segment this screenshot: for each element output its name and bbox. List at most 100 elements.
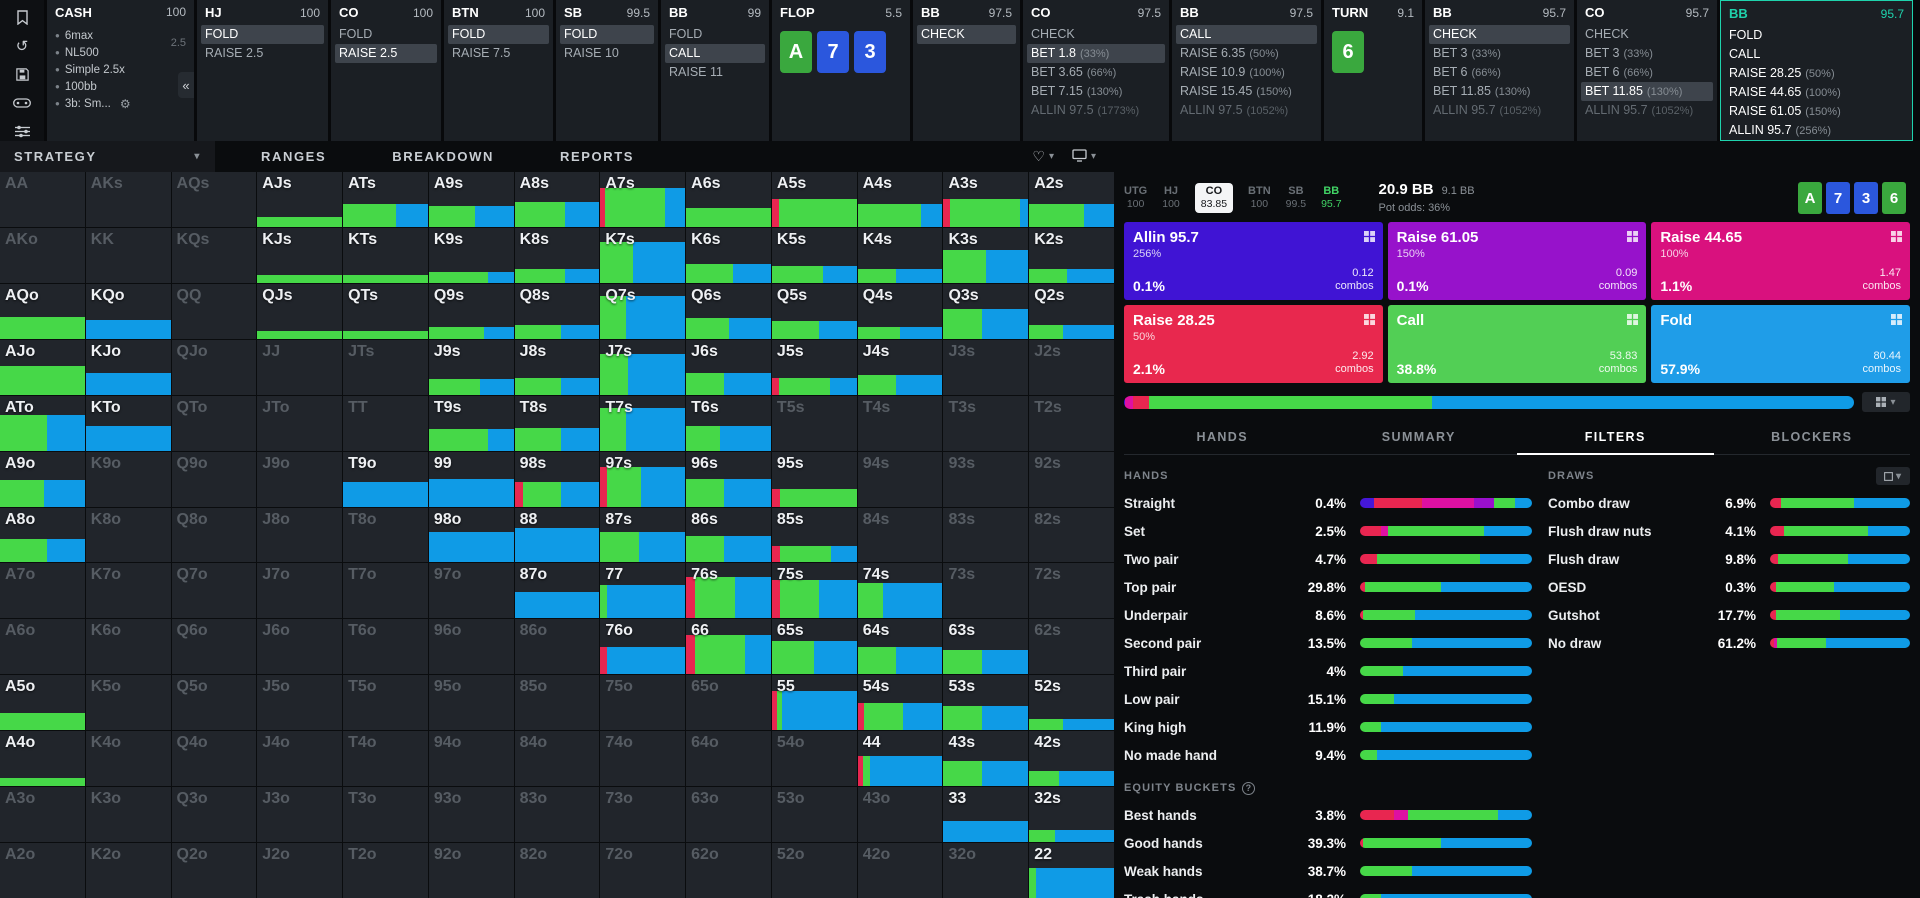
action-row-check[interactable]: CHECK: [917, 25, 1016, 44]
hand-cell-84s[interactable]: 84s: [857, 507, 943, 563]
action-row-bet-6[interactable]: BET 6 (66%): [1429, 63, 1570, 82]
hand-cell-54o[interactable]: 54o: [771, 731, 857, 787]
cash-setting-item[interactable]: ● Simple 2.5x: [55, 61, 186, 78]
hand-cell-Q9o[interactable]: Q9o: [171, 451, 257, 507]
strategy-box-allin-95.7[interactable]: Allin 95.7 256% 0.1% 0.12 combos: [1124, 222, 1383, 300]
action-row-check[interactable]: CHECK: [1027, 25, 1165, 44]
hand-cell-Q3s[interactable]: Q3s: [943, 283, 1029, 339]
filter-row-flush-draw[interactable]: Flush draw 9.8%: [1548, 545, 1910, 573]
action-row-raise-2.5[interactable]: RAISE 2.5: [201, 44, 324, 63]
hand-cell-55[interactable]: 55: [771, 675, 857, 731]
hand-cell-T8s[interactable]: T8s: [514, 395, 600, 451]
hand-cell-94s[interactable]: 94s: [857, 451, 943, 507]
cash-setting-item[interactable]: ● 6max: [55, 27, 186, 44]
nav-tab-breakdown[interactable]: BREAKDOWN: [372, 141, 514, 172]
filter-row-straight[interactable]: Straight 0.4%: [1124, 489, 1532, 517]
hand-cell-93s[interactable]: 93s: [943, 451, 1029, 507]
hand-cell-QTs[interactable]: QTs: [343, 283, 428, 339]
hand-cell-95s[interactable]: 95s: [771, 451, 857, 507]
bookmark-icon[interactable]: [11, 8, 33, 27]
hand-cell-72s[interactable]: 72s: [1029, 563, 1114, 619]
hand-cell-Q8o[interactable]: Q8o: [171, 507, 257, 563]
action-row-bet-6[interactable]: BET 6 (66%): [1581, 63, 1713, 82]
hand-cell-62o[interactable]: 62o: [686, 843, 771, 898]
hand-cell-77[interactable]: 77: [600, 563, 686, 619]
hand-cell-J9o[interactable]: J9o: [257, 451, 343, 507]
hand-cell-QJs[interactable]: QJs: [257, 283, 343, 339]
hand-cell-96s[interactable]: 96s: [686, 451, 771, 507]
action-row-fold[interactable]: FOLD: [665, 25, 765, 44]
hand-cell-JTo[interactable]: JTo: [257, 395, 343, 451]
hand-cell-KJo[interactable]: KJo: [85, 339, 171, 395]
expand-range-icon[interactable]: [1890, 312, 1902, 330]
hand-cell-74o[interactable]: 74o: [600, 731, 686, 787]
action-row-raise-10.9[interactable]: RAISE 10.9 (100%): [1176, 63, 1317, 82]
hand-cell-98o[interactable]: 98o: [428, 507, 514, 563]
strategy-box-fold[interactable]: Fold 57.9% 80.44 combos: [1651, 305, 1910, 383]
hand-cell-T6o[interactable]: T6o: [343, 619, 428, 675]
filter-row-gutshot[interactable]: Gutshot 17.7%: [1548, 601, 1910, 629]
hand-cell-87o[interactable]: 87o: [514, 563, 600, 619]
hand-cell-42o[interactable]: 42o: [857, 843, 943, 898]
hand-cell-32o[interactable]: 32o: [943, 843, 1029, 898]
action-row-bet-3[interactable]: BET 3 (33%): [1581, 44, 1713, 63]
action-row-raise-2.5[interactable]: RAISE 2.5: [335, 44, 437, 63]
hand-cell-54s[interactable]: 54s: [857, 675, 943, 731]
expand-range-icon[interactable]: [1363, 312, 1375, 330]
hand-cell-97o[interactable]: 97o: [428, 563, 514, 619]
filter-row-king-high[interactable]: King high 11.9%: [1124, 713, 1532, 741]
hand-cell-Q4s[interactable]: Q4s: [857, 283, 943, 339]
hand-cell-T7o[interactable]: T7o: [343, 563, 428, 619]
action-row-call[interactable]: CALL: [665, 44, 765, 63]
action-row-raise-6.35[interactable]: RAISE 6.35 (50%): [1176, 44, 1317, 63]
history-icon[interactable]: ↺: [15, 38, 29, 56]
hand-cell-32s[interactable]: 32s: [1029, 787, 1114, 843]
action-row-check[interactable]: CHECK: [1429, 25, 1570, 44]
hand-cell-AJs[interactable]: AJs: [257, 172, 343, 227]
action-row-raise-7.5[interactable]: RAISE 7.5: [448, 44, 549, 63]
hand-cell-A7o[interactable]: A7o: [0, 563, 85, 619]
hand-cell-92s[interactable]: 92s: [1029, 451, 1114, 507]
action-row-fold[interactable]: FOLD: [448, 25, 549, 44]
filter-row-low-pair[interactable]: Low pair 15.1%: [1124, 685, 1532, 713]
hand-cell-J8s[interactable]: J8s: [514, 339, 600, 395]
cash-setting-item[interactable]: ● 100bb: [55, 78, 186, 95]
expand-range-icon[interactable]: [1627, 229, 1639, 247]
action-row-call[interactable]: CALL: [1725, 45, 1908, 64]
action-row-bet-7.15[interactable]: BET 7.15 (130%): [1027, 82, 1165, 101]
hand-cell-A8s[interactable]: A8s: [514, 172, 600, 227]
position-indicator-CO[interactable]: CO 83.85: [1194, 182, 1234, 214]
hand-cell-K7s[interactable]: K7s: [600, 227, 686, 283]
hand-cell-74s[interactable]: 74s: [857, 563, 943, 619]
hand-cell-A9s[interactable]: A9s: [428, 172, 514, 227]
hand-cell-A4o[interactable]: A4o: [0, 731, 85, 787]
hand-cell-KQs[interactable]: KQs: [171, 227, 257, 283]
hand-cell-J5o[interactable]: J5o: [257, 675, 343, 731]
hand-cell-95o[interactable]: 95o: [428, 675, 514, 731]
action-row-allin-95.7[interactable]: ALLIN 95.7 (1052%): [1581, 101, 1713, 120]
action-row-raise-15.45[interactable]: RAISE 15.45 (150%): [1176, 82, 1317, 101]
hand-cell-JTs[interactable]: JTs: [343, 339, 428, 395]
collapse-panel-button[interactable]: «: [178, 72, 194, 98]
action-row-call[interactable]: CALL: [1176, 25, 1317, 44]
position-indicator-SB[interactable]: SB 99.5: [1286, 185, 1306, 212]
hand-cell-K8s[interactable]: K8s: [514, 227, 600, 283]
hand-cell-99[interactable]: 99: [428, 451, 514, 507]
tab-summary[interactable]: SUMMARY: [1381, 430, 1456, 444]
tab-filters[interactable]: FILTERS: [1517, 422, 1714, 455]
hand-cell-87s[interactable]: 87s: [600, 507, 686, 563]
hand-cell-T9o[interactable]: T9o: [343, 451, 428, 507]
action-row-allin-97.5[interactable]: ALLIN 97.5 (1052%): [1176, 101, 1317, 120]
hand-cell-T5o[interactable]: T5o: [343, 675, 428, 731]
hand-cell-72o[interactable]: 72o: [600, 843, 686, 898]
hand-cell-T4s[interactable]: T4s: [857, 395, 943, 451]
hand-cell-J7s[interactable]: J7s: [600, 339, 686, 395]
hand-cell-AKs[interactable]: AKs: [85, 172, 171, 227]
gear-icon[interactable]: ⚙: [119, 96, 131, 111]
hand-cell-73o[interactable]: 73o: [600, 787, 686, 843]
hand-cell-65o[interactable]: 65o: [686, 675, 771, 731]
hand-cell-A4s[interactable]: A4s: [857, 172, 943, 227]
hand-cell-76o[interactable]: 76o: [600, 619, 686, 675]
hand-cell-KTo[interactable]: KTo: [85, 395, 171, 451]
hand-cell-83s[interactable]: 83s: [943, 507, 1029, 563]
